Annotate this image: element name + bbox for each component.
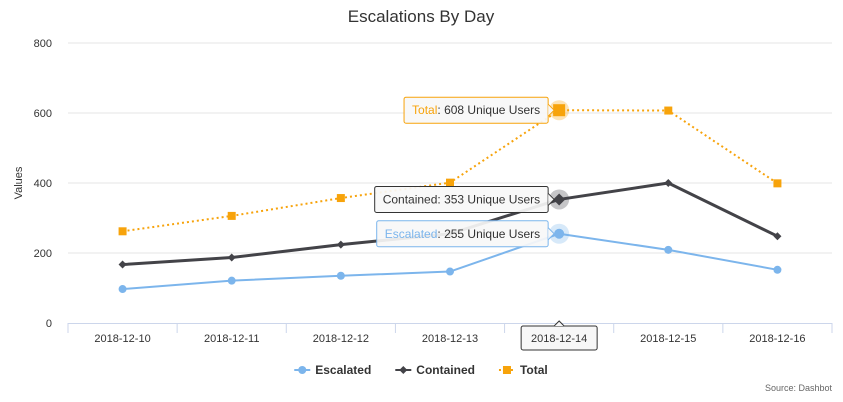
data-point-escalated[interactable] (227, 276, 236, 285)
data-point-escalated[interactable] (336, 271, 345, 280)
data-point-escalated[interactable] (446, 267, 454, 276)
tooltip-box (376, 220, 549, 248)
data-point-total[interactable] (227, 211, 236, 220)
chart-credit[interactable]: Source: Dashbot (765, 383, 833, 393)
legend-item-contained[interactable]: Contained (395, 363, 475, 377)
tooltip-contained: Contained: 353 Unique Users (374, 185, 555, 213)
data-point-escalated[interactable] (554, 228, 565, 239)
x-tick-label: 2018-12-14 (531, 333, 587, 345)
data-point-total[interactable] (773, 179, 782, 188)
tooltip-pointer (547, 193, 555, 206)
y-axis-label: Values (13, 166, 25, 199)
x-tick-label: 2018-12-11 (204, 333, 259, 345)
x-axis: 2018-12-10 2018-12-11 2018-12-12 2018-12-13… (67, 320, 833, 351)
legend: Escalated Contained Total (294, 363, 548, 377)
tooltip-total: Total: 608 Unique Users (403, 96, 555, 124)
x-tick-label: 2018-12-10 (94, 333, 150, 345)
tooltip-series-label: Total (412, 103, 437, 117)
data-point-total[interactable] (664, 106, 673, 115)
data-point-escalated[interactable] (664, 245, 673, 254)
hovered-category-pointer (553, 320, 565, 327)
tooltip-value: : 255 Unique Users (437, 227, 540, 241)
y-tick-label: 0 (46, 318, 52, 330)
data-point-contained[interactable] (227, 253, 236, 262)
data-point-escalated[interactable] (773, 265, 782, 274)
x-tick-label: 2018-12-16 (749, 333, 805, 345)
legend-marker-total (502, 366, 511, 374)
tooltip-value: : 353 Unique Users (437, 192, 540, 206)
x-tick-label: 2018-12-12 (313, 333, 369, 345)
data-point-total[interactable] (336, 194, 345, 203)
tooltip-series-label: Contained (383, 192, 438, 206)
data-point-total[interactable] (553, 104, 566, 117)
data-point-total[interactable] (446, 178, 454, 187)
tooltip-text: Total: 608 Unique Users (412, 103, 540, 117)
series-escalated (118, 223, 782, 294)
data-point-contained[interactable] (118, 260, 127, 269)
tooltip-text: Contained: 353 Unique Users (383, 192, 540, 206)
y-tick-label: 400 (34, 178, 52, 190)
data-point-contained[interactable] (553, 193, 566, 206)
data-point-contained[interactable] (773, 232, 782, 241)
series-total (118, 100, 782, 236)
y-tick-label: 800 (34, 38, 52, 50)
legend-label: Escalated (315, 363, 371, 377)
x-tick-label: 2018-12-15 (640, 333, 696, 345)
tooltip-escalated: Escalated: 255 Unique Users (376, 220, 555, 248)
tooltips: Total: 608 Unique Users Contained: 353 Un… (374, 96, 555, 248)
legend-marker-contained (399, 366, 408, 374)
y-tick-label: 200 (34, 248, 52, 260)
legend-marker-escalated (298, 366, 307, 374)
legend-item-escalated[interactable]: Escalated (294, 363, 371, 377)
tooltip-pointer (547, 227, 555, 241)
data-point-escalated[interactable] (118, 285, 127, 294)
tooltip-value: : 608 Unique Users (437, 103, 540, 117)
tooltip-text: Escalated: 255 Unique Users (385, 227, 540, 241)
y-tick-label: 600 (34, 108, 52, 120)
tooltip-series-label: Escalated (385, 227, 438, 241)
tooltip-box (374, 185, 549, 213)
chart-title: Escalations By Day (348, 7, 495, 26)
series-line-total[interactable] (122, 109, 778, 233)
data-point-contained[interactable] (664, 179, 673, 187)
data-point-total[interactable] (118, 227, 127, 236)
legend-label: Contained (416, 363, 475, 377)
tooltip-box (403, 96, 549, 124)
tooltip-pointer (547, 103, 555, 117)
x-tick-label: 2018-12-13 (422, 333, 478, 345)
legend-item-total[interactable]: Total (498, 363, 548, 377)
legend-label: Total (520, 363, 548, 377)
data-point-contained[interactable] (336, 240, 345, 249)
